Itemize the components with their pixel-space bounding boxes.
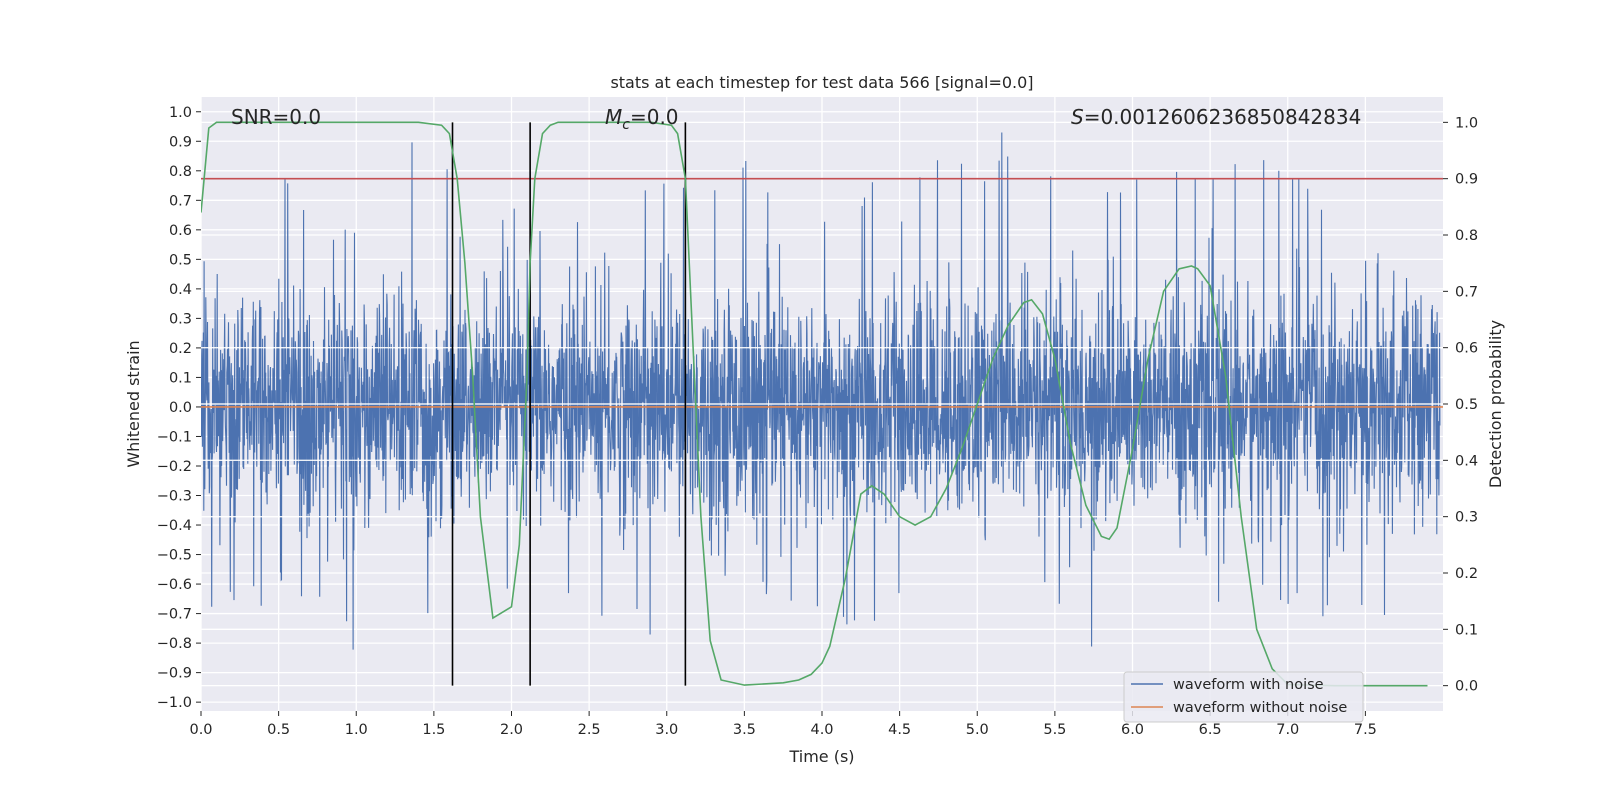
chirp-mass-symbol: M xyxy=(605,105,622,129)
y2-tick-label: 1.0 xyxy=(1455,115,1478,131)
x-tick-label: 3.5 xyxy=(733,722,756,738)
y-tick-label: 0.4 xyxy=(169,282,192,298)
noise-waveform-line xyxy=(201,132,1441,650)
noise-gaps xyxy=(201,346,1443,518)
y-tick-label: 0.9 xyxy=(169,134,192,150)
y-tick-label: 0.3 xyxy=(169,311,192,327)
x-axis-label: Time (s) xyxy=(788,747,854,766)
y2-tick-label: 0.0 xyxy=(1455,679,1478,695)
probability-line xyxy=(201,121,1428,687)
y-tick-label: −0.9 xyxy=(157,666,192,682)
y-tick-label: 1.0 xyxy=(169,105,192,121)
event-markers xyxy=(451,122,687,686)
y2-tick-label: 0.1 xyxy=(1455,622,1478,638)
y2-tick-label: 0.6 xyxy=(1455,341,1478,357)
x-tick-label: 6.5 xyxy=(1199,722,1222,738)
y2-tick-label: 0.2 xyxy=(1455,566,1478,582)
legend-label-clean: waveform without noise xyxy=(1173,700,1347,716)
y-tick-label: −0.6 xyxy=(157,577,192,593)
x-tick-label: 7.0 xyxy=(1276,722,1299,738)
y-tick-label: −0.3 xyxy=(157,489,192,505)
y-tick-label: −0.1 xyxy=(157,429,192,445)
y2-axis-label: Detection probability xyxy=(1486,320,1505,488)
x-tick-label: 2.5 xyxy=(578,722,601,738)
y-tick-label: −0.2 xyxy=(157,459,192,475)
y2-tick-label: 0.8 xyxy=(1455,228,1478,244)
x-tick-label: 0.5 xyxy=(267,722,290,738)
x-tick-label: 2.0 xyxy=(500,722,523,738)
y2-tick-label: 0.3 xyxy=(1455,510,1478,526)
y2-tick-label: 0.4 xyxy=(1455,453,1478,469)
y-tick-label: 0.2 xyxy=(169,341,192,357)
y-tick-label: 0.7 xyxy=(169,193,192,209)
chart-title: stats at each timestep for test data 566… xyxy=(610,73,1033,92)
y-tick-label: −0.8 xyxy=(157,636,192,652)
s-value: =0.0012606236850842834 xyxy=(1084,105,1362,129)
y2-tick-label: 0.5 xyxy=(1455,397,1478,413)
y-tick-label: −0.4 xyxy=(157,518,192,534)
snr-annotation: SNR=0.0 xyxy=(231,105,321,129)
x-tick-label: 4.0 xyxy=(810,722,833,738)
y-axis-label: Whitened strain xyxy=(124,340,143,467)
y-tick-label: −0.5 xyxy=(157,548,192,564)
x-tick-label: 4.5 xyxy=(888,722,911,738)
x-axis: 0.0 0.5 1.0 1.5 2.0 2.5 3.0 3.5 4.0 4.5 5.0 5.5 6.0 6… xyxy=(189,711,1377,738)
y-tick-label: −1.0 xyxy=(157,695,192,711)
x-tick-label: 1.5 xyxy=(422,722,445,738)
x-tick-label: 7.5 xyxy=(1354,722,1377,738)
s-symbol: S xyxy=(1071,105,1084,129)
x-tick-label: 5.5 xyxy=(1043,722,1066,738)
y-tick-label: 0.6 xyxy=(169,223,192,239)
x-tick-label: 5.0 xyxy=(966,722,989,738)
y-tick-label: 0.0 xyxy=(169,400,192,416)
y2-axis: 0.0 0.1 0.2 0.3 0.4 0.5 0.6 0.7 0.8 0.9 1.0 xyxy=(1443,115,1478,695)
y-tick-label: 0.8 xyxy=(169,164,192,180)
x-tick-label: 1.0 xyxy=(345,722,368,738)
x-tick-label: 3.0 xyxy=(655,722,678,738)
chirp-mass-annotation: Mc=0.0 xyxy=(605,105,679,133)
x-tick-label: 0.0 xyxy=(189,722,212,738)
chirp-mass-subscript: c xyxy=(622,117,630,133)
legend: waveform with noise waveform without noi… xyxy=(1123,671,1364,723)
y-axis: −1.0 −0.9 −0.8 −0.7 −0.6 −0.5 −0.4 −0.3 −0.2 −0.1… xyxy=(157,105,201,711)
x-tick-label: 6.0 xyxy=(1121,722,1144,738)
s-annotation: S=0.0012606236850842834 xyxy=(1071,105,1361,129)
legend-label-noise: waveform with noise xyxy=(1173,677,1324,693)
y2-tick-label: 0.9 xyxy=(1455,172,1478,188)
y-tick-label: 0.5 xyxy=(169,252,192,268)
y2-tick-label: 0.7 xyxy=(1455,284,1478,300)
chirp-mass-value: =0.0 xyxy=(630,105,679,129)
y-tick-label: 0.1 xyxy=(169,370,192,386)
legend-box xyxy=(1123,671,1364,723)
y-tick-label: −0.7 xyxy=(157,607,192,623)
